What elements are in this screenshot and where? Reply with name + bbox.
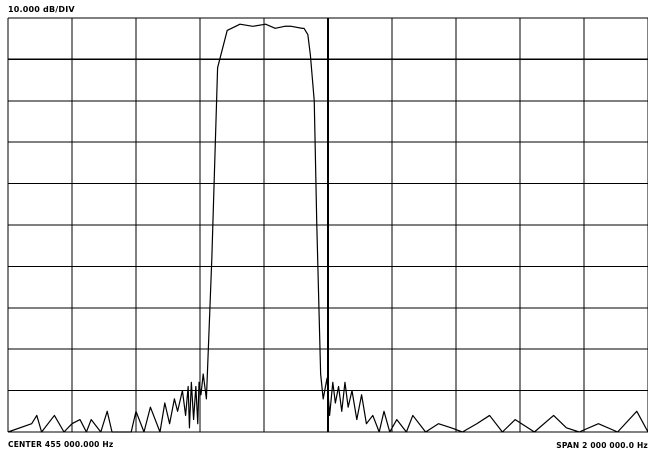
center-frequency-label: CENTER 455 000.000 Hz <box>8 440 114 449</box>
span-label: SPAN 2 000 000.0 Hz <box>556 441 648 450</box>
scale-label: 10.000 dB/DIV <box>8 5 75 14</box>
plot-grid <box>7 17 648 433</box>
spectrum-trace <box>7 23 648 433</box>
